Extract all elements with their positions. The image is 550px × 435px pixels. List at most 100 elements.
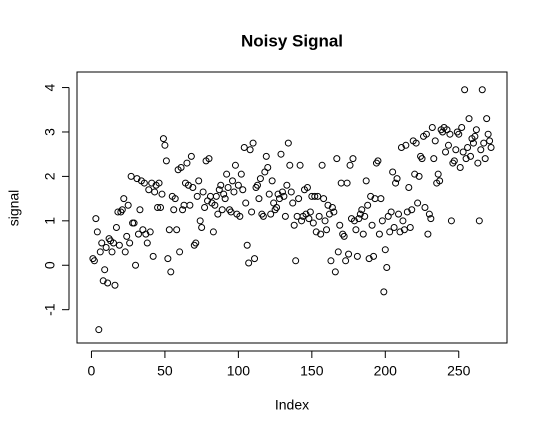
- point: [227, 208, 235, 216]
- point: [155, 179, 163, 187]
- point: [447, 217, 455, 225]
- point: [283, 181, 291, 189]
- point: [198, 223, 206, 231]
- point: [123, 232, 131, 240]
- point: [179, 206, 187, 214]
- point: [157, 204, 165, 211]
- point: [273, 204, 281, 211]
- point: [333, 155, 341, 163]
- point: [90, 257, 98, 265]
- point: [277, 150, 285, 158]
- point: [173, 226, 181, 234]
- point: [425, 210, 433, 218]
- point: [487, 144, 495, 152]
- point: [287, 188, 295, 196]
- point: [211, 201, 219, 209]
- point: [193, 192, 201, 200]
- point: [284, 139, 292, 147]
- point: [281, 212, 289, 220]
- point: [400, 226, 408, 234]
- point: [183, 159, 191, 167]
- point: [95, 326, 103, 334]
- point: [450, 157, 458, 165]
- point: [384, 212, 392, 220]
- point: [303, 184, 311, 192]
- point: [387, 208, 395, 216]
- point: [242, 199, 250, 207]
- point: [199, 188, 207, 196]
- x-tick-label: 150: [300, 363, 324, 379]
- point: [253, 181, 261, 189]
- point: [134, 230, 142, 238]
- point: [472, 126, 480, 134]
- point: [230, 188, 238, 196]
- point: [231, 161, 239, 169]
- point: [428, 124, 436, 132]
- point: [215, 186, 223, 194]
- point: [146, 228, 154, 236]
- point: [201, 204, 209, 211]
- point: [98, 239, 106, 247]
- point: [176, 248, 184, 256]
- point: [458, 124, 466, 132]
- point: [317, 230, 325, 238]
- point: [318, 161, 326, 169]
- point: [109, 239, 117, 247]
- y-tick-label: 2: [42, 172, 58, 180]
- point: [323, 226, 331, 234]
- point: [358, 206, 366, 214]
- point: [383, 263, 391, 271]
- point: [406, 223, 414, 231]
- point: [295, 195, 303, 203]
- point: [418, 155, 426, 163]
- point: [154, 204, 162, 211]
- point: [321, 217, 329, 225]
- point: [380, 288, 388, 296]
- point: [192, 239, 200, 247]
- point: [421, 204, 429, 211]
- point: [474, 159, 482, 167]
- point: [389, 168, 397, 176]
- plot-frame: [76, 71, 508, 344]
- point: [270, 199, 278, 207]
- point: [228, 177, 236, 185]
- x-tick-label: 200: [374, 363, 398, 379]
- point: [412, 139, 420, 147]
- point: [102, 243, 110, 251]
- point: [164, 255, 172, 263]
- point: [111, 281, 119, 289]
- point: [414, 199, 422, 207]
- point: [196, 217, 204, 225]
- point: [459, 148, 467, 156]
- point: [101, 266, 109, 274]
- point: [121, 248, 129, 256]
- point: [328, 204, 336, 211]
- point: [442, 148, 450, 156]
- x-tick-label: 250: [447, 363, 471, 379]
- point: [145, 186, 153, 194]
- point: [124, 201, 132, 209]
- point: [434, 170, 442, 178]
- point: [349, 155, 357, 163]
- point: [377, 195, 385, 203]
- point: [246, 146, 254, 154]
- point: [264, 164, 272, 172]
- point: [220, 190, 228, 198]
- point: [477, 146, 485, 154]
- point: [469, 139, 477, 147]
- point: [223, 170, 231, 178]
- point: [402, 141, 410, 149]
- point: [314, 192, 322, 200]
- point: [296, 161, 304, 169]
- point: [362, 177, 370, 185]
- point: [206, 192, 214, 200]
- point: [292, 257, 300, 265]
- point: [256, 175, 264, 183]
- point: [395, 210, 403, 218]
- x-tick-label: 50: [157, 363, 173, 379]
- point: [320, 195, 328, 203]
- point: [171, 195, 179, 203]
- point: [486, 137, 494, 145]
- point: [309, 219, 317, 227]
